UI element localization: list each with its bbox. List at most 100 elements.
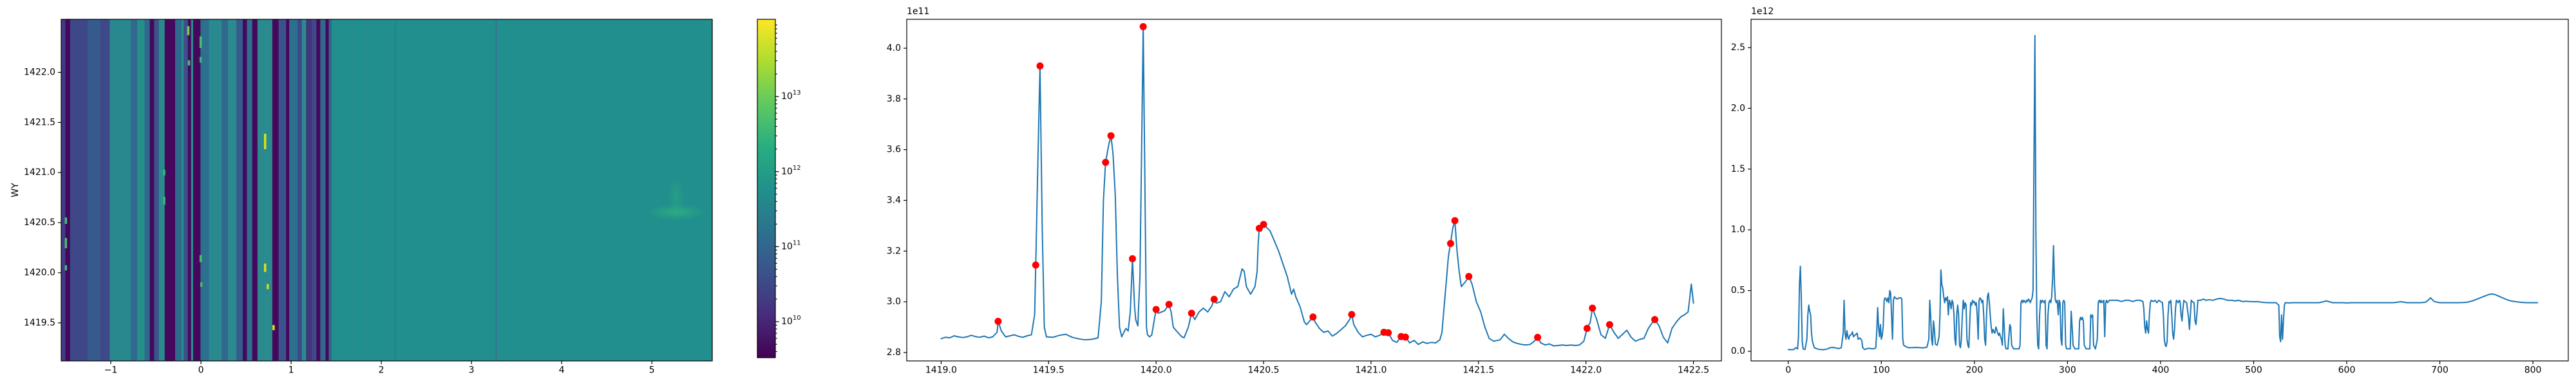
data-line xyxy=(940,26,1694,347)
heatmap-stripe xyxy=(325,19,330,361)
heatmap-stripe xyxy=(306,19,312,361)
y-tick-label: 3.8 xyxy=(887,94,901,104)
heatmap-stripe xyxy=(236,19,243,361)
heatmap-stripe xyxy=(200,19,210,361)
x-tick-label: 700 xyxy=(2431,365,2448,376)
heatmap-speckle xyxy=(272,325,275,331)
x-tick-label: 1 xyxy=(289,365,294,376)
heatmap-stripe xyxy=(286,19,290,361)
data-line xyxy=(1787,35,2539,351)
heatmap-plot: −1 0 1 2 3 4 5 1422.0 1421.5 1421.0 1420.5 1420.0 14… xyxy=(10,19,713,376)
heatmap-stripe xyxy=(247,19,253,361)
axis-offset-text: 1e12 xyxy=(1751,6,1774,17)
emission-blob xyxy=(668,178,685,217)
colorbar: 1013 1012 1011 1010 xyxy=(757,19,801,358)
heatmap-stripe xyxy=(137,19,146,361)
y-tick-label: 0.5 xyxy=(1731,286,1745,296)
y-tick-label: 2.5 xyxy=(1731,42,1745,53)
heatmap-stripe xyxy=(131,19,138,361)
x-tick-label: −1 xyxy=(104,365,118,376)
peak-marker xyxy=(1165,300,1173,308)
heatmap-speckle xyxy=(64,217,68,224)
x-tick-label: 4 xyxy=(559,365,565,376)
heatmap-speckle xyxy=(200,282,203,287)
heatmap-stripe xyxy=(109,19,131,361)
heatmap-stripe xyxy=(320,19,327,361)
y-tick-label: 1420.5 xyxy=(24,217,55,228)
heatmap-thin-line xyxy=(352,19,354,361)
heatmap-stripe xyxy=(164,19,176,361)
heatmap-speckle xyxy=(199,57,202,63)
peak-marker xyxy=(1107,132,1115,140)
heatmap-stripe xyxy=(149,19,155,361)
heatmap-stripe xyxy=(316,19,321,361)
heatmap-stripe xyxy=(87,19,101,361)
heatmap-speckle xyxy=(199,36,202,48)
heatmap-stripe xyxy=(158,19,166,361)
peak-marker xyxy=(1102,158,1110,166)
heatmap-speckle xyxy=(163,169,166,176)
peak-marker xyxy=(1309,313,1317,321)
heatmap-stripe xyxy=(228,19,237,361)
y-tick-label: 3.0 xyxy=(887,297,901,307)
peak-marker xyxy=(1210,295,1218,303)
heatmap-stripe xyxy=(289,19,298,361)
heatmap-stripe xyxy=(312,19,317,361)
heatmap-stripe xyxy=(154,19,160,361)
peak-marker xyxy=(1583,325,1591,333)
x-tick-label: 3 xyxy=(469,365,475,376)
y-tick-label: 1419.5 xyxy=(24,318,55,328)
heatmap-stripe xyxy=(187,19,192,361)
y-tick-label: 1420.0 xyxy=(24,268,55,278)
heatmap-stripe xyxy=(191,19,194,361)
peak-marker xyxy=(1128,255,1136,262)
y-tick-label: 1.0 xyxy=(1731,225,1745,235)
heatmap-stripe xyxy=(328,19,332,361)
axes-frame xyxy=(1750,19,2569,362)
peak-marker xyxy=(1451,217,1459,225)
peak-marker xyxy=(1465,273,1473,280)
y-tick-label: 1422.0 xyxy=(24,68,55,78)
heatmap-stripe xyxy=(144,19,151,361)
x-tick-label: 300 xyxy=(2059,365,2076,376)
x-tick-label: 1421.5 xyxy=(1463,365,1494,376)
peak-marker xyxy=(1139,23,1147,30)
heatmap-stripe xyxy=(301,19,307,361)
x-tick-label: 2 xyxy=(379,365,384,376)
heatmap-thin-line xyxy=(395,19,396,361)
axes-frame xyxy=(61,19,713,362)
colorbar-swatch xyxy=(757,19,775,358)
heatmap-stripe xyxy=(175,19,182,361)
x-tick-label: 100 xyxy=(1873,365,1890,376)
x-tick-label: 600 xyxy=(2338,365,2356,376)
heatmap-stripe xyxy=(61,19,66,361)
heatmap-thin-line xyxy=(337,19,339,361)
heatmap-speckle xyxy=(64,237,68,248)
x-tick-label: 1421.0 xyxy=(1355,365,1387,376)
y-tick-label: 2.0 xyxy=(1731,103,1745,113)
heatmap-speckle xyxy=(263,263,267,272)
peak-marker xyxy=(1036,62,1044,70)
peak-marker xyxy=(994,318,1002,326)
colorbar-tick-label: 1010 xyxy=(781,315,801,327)
x-tick-label: 500 xyxy=(2245,365,2262,376)
y-tick-label: 1421.5 xyxy=(24,117,55,127)
colorbar-tick-label: 1013 xyxy=(781,89,801,102)
axis-offset-text: 1e11 xyxy=(907,6,929,17)
peak-marker xyxy=(1446,239,1454,247)
heatmap-thin-line xyxy=(366,19,367,361)
x-tick-label: 1419.5 xyxy=(1033,365,1065,376)
timeseries-plot: 0 100 200 300 400 500 600 700 800 0.0 0.5 1.0 1.5 2.0… xyxy=(1731,6,2569,376)
heatmap-stripe xyxy=(257,19,273,361)
peak-marker xyxy=(1260,221,1267,228)
colorbar-tick-label: 1012 xyxy=(781,164,801,177)
x-tick-label: 400 xyxy=(2152,365,2170,376)
peak-marker xyxy=(1188,309,1195,317)
axes-frame xyxy=(906,19,1722,362)
peak-marker xyxy=(1605,321,1613,329)
peak-marker xyxy=(1589,304,1596,312)
heatmap-speckle xyxy=(187,26,190,35)
x-tick-label: 5 xyxy=(649,365,655,376)
